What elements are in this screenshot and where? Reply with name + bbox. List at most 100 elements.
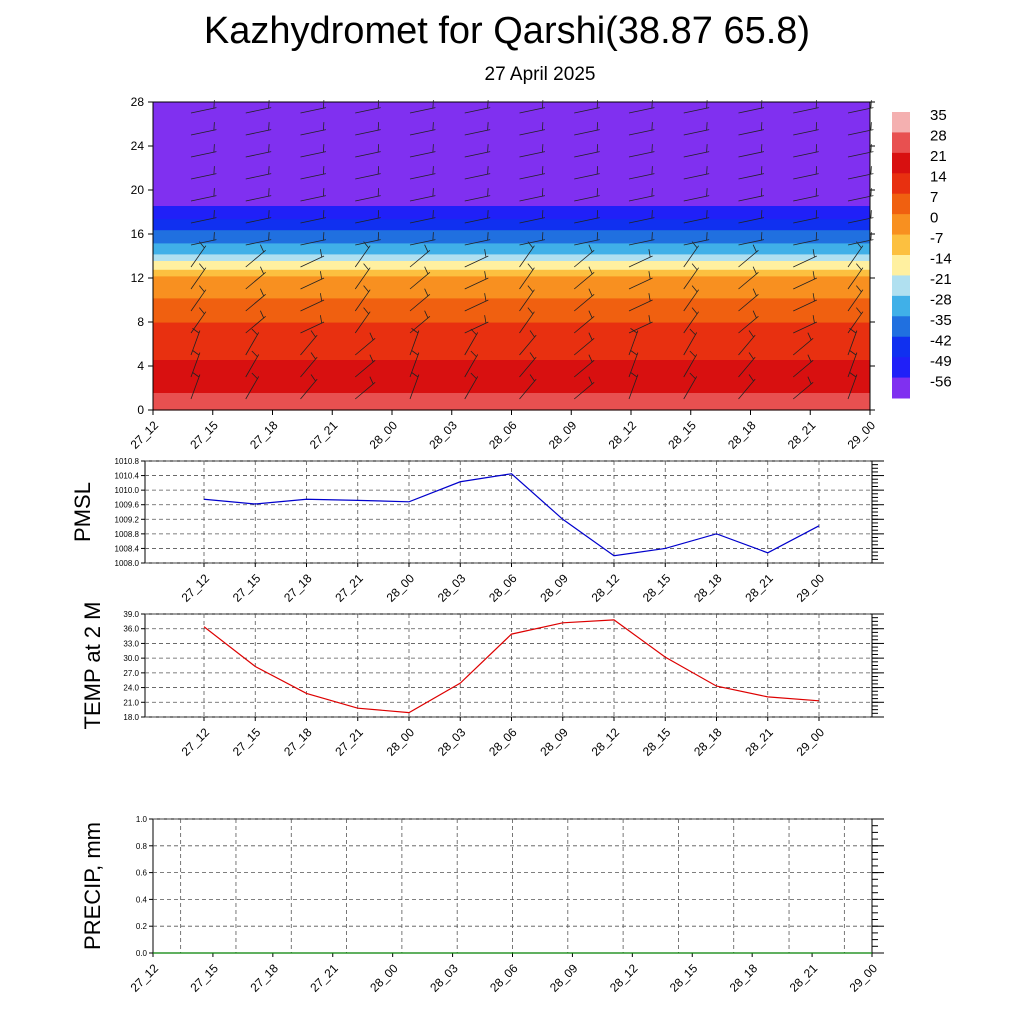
wind-barb <box>300 195 327 202</box>
wind-barb-feather <box>363 307 369 315</box>
heatmap-band <box>153 262 870 266</box>
heatmap-band <box>153 361 870 365</box>
heatmap-band <box>153 247 870 250</box>
wind-barb <box>519 107 546 114</box>
heatmap-band <box>153 271 870 275</box>
wind-barb <box>519 289 535 312</box>
wind-barb <box>793 277 817 290</box>
wind-barb-feather <box>691 307 698 315</box>
heatmap-band <box>153 311 870 314</box>
wind-barb-feather <box>648 271 651 280</box>
heatmap-band <box>153 163 870 167</box>
heatmap-band <box>153 403 870 407</box>
heatmap-band <box>153 234 870 237</box>
wind-barb <box>190 352 201 378</box>
heatmap-band <box>153 141 870 145</box>
wind-barb <box>464 354 479 378</box>
heatmap-band <box>153 344 870 347</box>
heatmap-band <box>153 148 870 151</box>
wind-barb <box>683 239 710 246</box>
precip-xtick-label: 27_12 <box>128 961 162 995</box>
heatmap-band <box>153 267 870 270</box>
wind-barb <box>847 289 864 312</box>
heatmap-ytick-label: 28 <box>131 95 145 109</box>
temp2m-ytick-label: 27.0 <box>123 669 139 678</box>
wind-barb-feather <box>527 307 534 315</box>
wind-barb-feather <box>748 374 754 382</box>
heatmap-band <box>153 304 870 308</box>
heatmap-band <box>153 381 870 385</box>
colorbar-label: -28 <box>930 292 952 309</box>
pmsl-ytick-label: 1009.6 <box>115 501 140 510</box>
heatmap-band <box>153 289 870 292</box>
wind-barb-feather <box>689 372 696 380</box>
wind-barb <box>190 173 217 180</box>
wind-barb-feather <box>319 293 323 302</box>
heatmap-band <box>153 355 870 358</box>
temp2m-xtick-label: 28_00 <box>384 725 418 759</box>
wind-barb-feather <box>369 332 374 341</box>
wind-barb <box>409 129 436 136</box>
heatmap-band <box>153 339 870 343</box>
wind-barb-feather <box>588 332 593 341</box>
wind-barb-feather <box>648 315 651 324</box>
wind-barb <box>574 129 600 136</box>
wind-barb-feather <box>424 310 429 319</box>
wind-barb-feather <box>689 350 696 358</box>
wind-barb-feather <box>807 354 812 363</box>
heatmap-band <box>153 150 870 154</box>
colorbar-segment <box>892 357 910 379</box>
temp2m-xtick-label: 28_12 <box>589 725 623 759</box>
heatmap-band <box>153 108 870 112</box>
colorbar-segment <box>892 234 910 256</box>
precip-xtick-label: 27_18 <box>247 961 281 995</box>
heatmap-band <box>153 368 870 371</box>
wind-barb <box>793 129 819 136</box>
wind-barb-feather <box>689 328 696 336</box>
precip-xtick-label: 28_06 <box>487 961 521 995</box>
wind-barb <box>355 217 381 224</box>
wind-barb-feather <box>310 374 316 382</box>
wind-barb <box>519 195 546 202</box>
wind-barb <box>792 337 814 356</box>
wind-barb <box>793 173 819 180</box>
pmsl-ytick-label: 1008.8 <box>115 530 140 539</box>
wind-barb <box>464 277 489 290</box>
wind-barb <box>574 217 600 224</box>
wind-barb-feather <box>630 350 638 356</box>
wind-barb <box>355 195 381 202</box>
heatmap-band <box>153 379 870 382</box>
heatmap-band <box>153 291 870 294</box>
wind-barb-feather <box>310 352 316 360</box>
wind-barb <box>738 334 756 356</box>
wind-barb <box>519 334 537 356</box>
heatmap-band <box>153 113 870 116</box>
heatmap-band <box>153 359 870 363</box>
heatmap-band <box>153 119 870 123</box>
wind-barb <box>683 107 710 114</box>
colorbar-segment <box>892 377 910 399</box>
wind-barb <box>300 334 318 356</box>
wind-barb <box>738 217 765 224</box>
wind-barb-feather <box>849 372 857 378</box>
wind-barb <box>683 311 699 334</box>
wind-barb-feather <box>588 244 593 253</box>
heatmap-band <box>153 207 870 211</box>
wind-barb <box>628 129 655 136</box>
wind-barb <box>354 289 371 312</box>
wind-barb-feather <box>363 263 369 271</box>
heatmap-xtick-label: 27_18 <box>247 418 281 452</box>
wind-barb <box>245 151 272 158</box>
colorbar-label: -35 <box>930 312 952 329</box>
wind-barb <box>464 107 491 114</box>
heatmap-band <box>153 260 870 264</box>
wind-barb <box>519 151 546 158</box>
colorbar-label: 28 <box>930 128 947 145</box>
precip-xtick-label: 27_15 <box>188 961 222 995</box>
wind-barb <box>355 173 381 180</box>
wind-barb-feather <box>199 285 205 293</box>
wind-barb <box>738 271 759 290</box>
wind-barb <box>409 217 436 224</box>
wind-barb <box>519 267 535 290</box>
heatmap-band <box>153 154 870 158</box>
